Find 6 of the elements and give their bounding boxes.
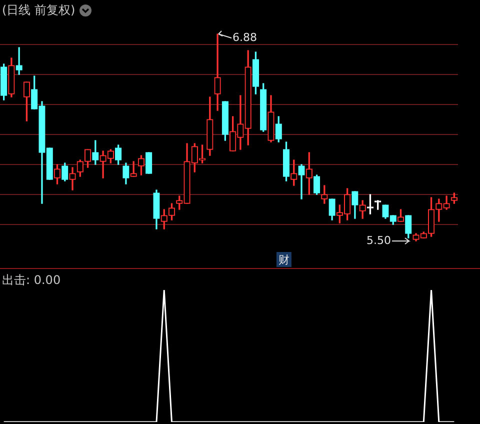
annotation: 5.50	[366, 234, 392, 247]
annotation: 6.88	[232, 30, 258, 44]
chart-title: (日线 前复权)	[2, 2, 76, 19]
text: 财	[278, 253, 290, 266]
candlestick	[214, 34, 221, 111]
chart-title: 出击: 0.00	[2, 272, 61, 289]
